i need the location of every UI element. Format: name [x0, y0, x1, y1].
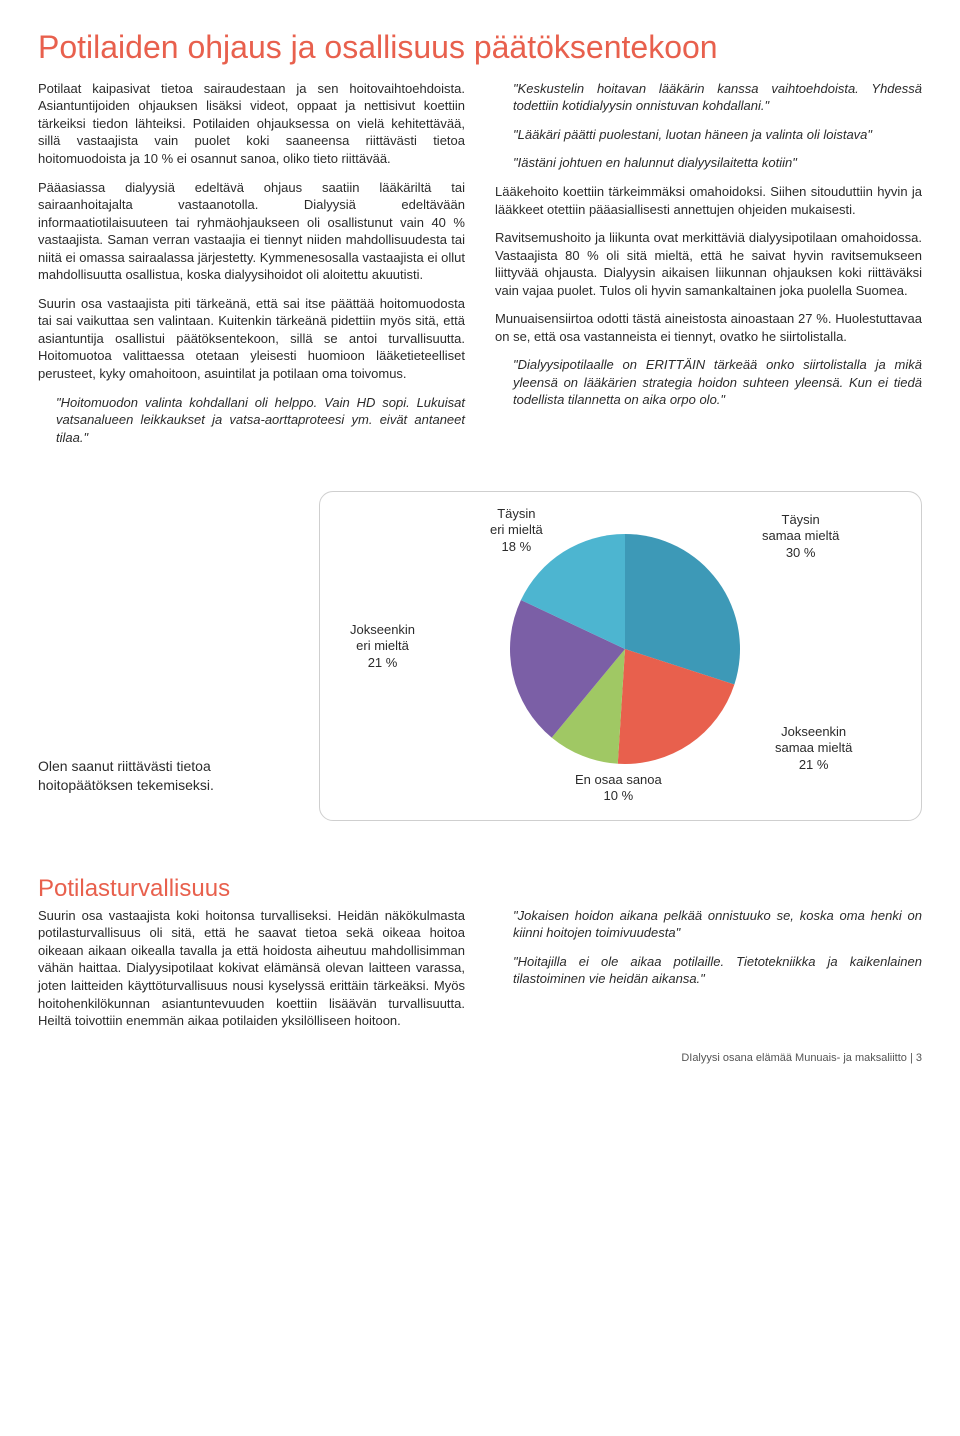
body-paragraph: Suurin osa vastaajista koki hoitonsa tur…: [38, 907, 465, 1030]
quote: "Hoitajilla ei ole aikaa potilaille. Tie…: [495, 953, 922, 988]
pie-segment-label: Jokseenkinsamaa mieltä21 %: [775, 724, 852, 773]
chart-section: Olen saanut riittävästi tietoa hoitopäät…: [38, 491, 922, 821]
body-paragraph: Munuaisensiirtoa odotti tästä aineistost…: [495, 310, 922, 345]
right-column: "Keskustelin hoitavan lääkärin kanssa va…: [495, 80, 922, 457]
quote: "Iästäni johtuen en halunnut dialyysilai…: [495, 154, 922, 172]
right-column-2: "Jokaisen hoidon aikana pelkää onnistuuk…: [495, 907, 922, 1041]
body-paragraph: Lääkehoito koettiin tärkeimmäksi omahoid…: [495, 183, 922, 218]
pie-segment-label: Täysinsamaa mieltä30 %: [762, 512, 839, 561]
body-paragraph: Potilaat kaipasivat tietoa sairaudestaan…: [38, 80, 465, 168]
left-column: Potilaat kaipasivat tietoa sairaudestaan…: [38, 80, 465, 457]
pie-chart: [510, 534, 740, 764]
pie-segment-label: En osaa sanoa10 %: [575, 772, 662, 805]
two-column-section-2: Suurin osa vastaajista koki hoitonsa tur…: [38, 907, 922, 1041]
quote: "Lääkäri päätti puolestani, luotan hänee…: [495, 126, 922, 144]
pie-segment-label: Täysineri mieltä18 %: [490, 506, 543, 555]
pie-segment-label: Jokseenkineri mieltä21 %: [350, 622, 415, 671]
two-column-section: Potilaat kaipasivat tietoa sairaudestaan…: [38, 80, 922, 457]
quote: "Jokaisen hoidon aikana pelkää onnistuuk…: [495, 907, 922, 942]
quote: "Dialyysipotilaalle on ERITTÄIN tärkeää …: [495, 356, 922, 409]
body-paragraph: Pääasiassa dialyysiä edeltävä ohjaus saa…: [38, 179, 465, 284]
quote: "Keskustelin hoitavan lääkärin kanssa va…: [495, 80, 922, 115]
pie-chart-container: Täysinsamaa mieltä30 % Jokseenkinsamaa mi…: [319, 491, 922, 821]
body-paragraph: Ravitsemushoito ja liikunta ovat merkitt…: [495, 229, 922, 299]
chart-caption: Olen saanut riittävästi tietoa hoitopäät…: [38, 757, 293, 821]
quote: "Hoitomuodon valinta kohdallani oli help…: [38, 394, 465, 447]
left-column-2: Suurin osa vastaajista koki hoitonsa tur…: [38, 907, 465, 1041]
page-footer: DIalyysi osana elämää Munuais- ja maksal…: [38, 1051, 922, 1066]
body-paragraph: Suurin osa vastaajista piti tärkeänä, et…: [38, 295, 465, 383]
section-heading: Potilasturvallisuus: [38, 875, 922, 903]
page-title: Potilaiden ohjaus ja osallisuus päätökse…: [38, 30, 922, 66]
